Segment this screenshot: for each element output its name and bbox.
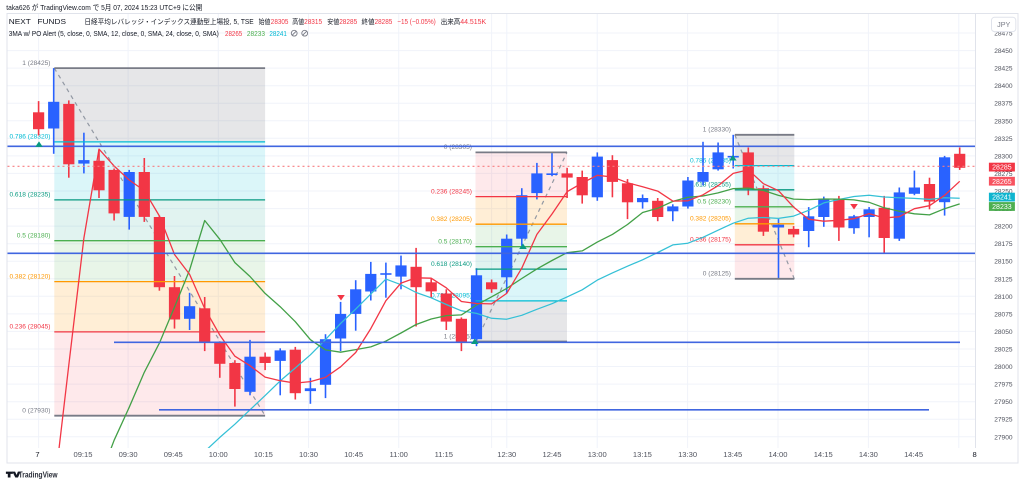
svg-text:28305: 28305 xyxy=(271,19,289,26)
svg-text:0.5 (28230): 0.5 (28230) xyxy=(697,199,731,206)
svg-text:NEXT: NEXT xyxy=(9,19,32,26)
svg-text:終値: 終値 xyxy=(362,17,375,26)
svg-text:28450: 28450 xyxy=(994,48,1013,55)
svg-text:28241: 28241 xyxy=(269,31,287,38)
svg-text:28050: 28050 xyxy=(994,329,1013,336)
svg-text:0.786 (28285): 0.786 (28285) xyxy=(690,157,731,164)
svg-text:28265: 28265 xyxy=(992,179,1012,186)
svg-text:28285: 28285 xyxy=(992,165,1012,172)
svg-text:1 (28330): 1 (28330) xyxy=(703,127,731,134)
svg-text:28075: 28075 xyxy=(994,311,1013,318)
svg-text:始値: 始値 xyxy=(259,17,271,26)
svg-text:12:30: 12:30 xyxy=(497,450,516,459)
svg-text:28285: 28285 xyxy=(375,19,393,26)
svg-text:JPY: JPY xyxy=(997,20,1010,29)
svg-text:09:30: 09:30 xyxy=(119,450,138,459)
svg-text:−15 (−0.05%): −15 (−0.05%) xyxy=(397,19,435,26)
svg-text:28150: 28150 xyxy=(994,259,1013,266)
svg-text:0.382 (28205): 0.382 (28205) xyxy=(431,216,472,223)
svg-text:1 (28425): 1 (28425) xyxy=(22,60,50,67)
svg-text:28175: 28175 xyxy=(994,241,1013,248)
svg-text:0.5 (28180): 0.5 (28180) xyxy=(17,233,51,240)
svg-text:14:00: 14:00 xyxy=(768,450,787,459)
svg-text:0.382 (28120): 0.382 (28120) xyxy=(9,273,50,280)
svg-text:28025: 28025 xyxy=(994,347,1013,354)
svg-text:28265: 28265 xyxy=(225,31,242,38)
svg-text:0.5 (28170): 0.5 (28170) xyxy=(438,239,472,246)
svg-text:0.382 (28205): 0.382 (28205) xyxy=(690,216,731,223)
svg-text:10:45: 10:45 xyxy=(344,450,363,459)
svg-text:0 (27930): 0 (27930) xyxy=(22,408,50,415)
svg-text:27900: 27900 xyxy=(994,434,1013,441)
svg-text:09:15: 09:15 xyxy=(73,450,92,459)
svg-text:taka626 が TradingView.com で 5月: taka626 が TradingView.com で 5月 07, 2024 … xyxy=(6,2,202,12)
svg-text:28285: 28285 xyxy=(339,19,357,26)
svg-text:0 (28125): 0 (28125) xyxy=(703,271,731,278)
svg-text:8: 8 xyxy=(972,450,976,459)
svg-text:13:00: 13:00 xyxy=(588,450,607,459)
svg-text:0.618 (28235): 0.618 (28235) xyxy=(9,192,50,199)
svg-text:13:15: 13:15 xyxy=(633,450,652,459)
svg-text:0.618 (28255): 0.618 (28255) xyxy=(690,182,731,189)
svg-text:0.786 (28320): 0.786 (28320) xyxy=(9,134,50,141)
svg-text:14:15: 14:15 xyxy=(814,450,833,459)
svg-text:13:45: 13:45 xyxy=(723,450,742,459)
svg-text:28425: 28425 xyxy=(994,66,1013,73)
svg-text:日経平均レバレッジ・インデックス連動型上場投, 5, TSE: 日経平均レバレッジ・インデックス連動型上場投, 5, TSE xyxy=(84,17,254,26)
svg-text:28315: 28315 xyxy=(304,19,322,26)
svg-text:3MA w/ PO Alert (5, close, 0,: 3MA w/ PO Alert (5, close, 0, SMA, 12, c… xyxy=(9,31,219,38)
svg-text:10:30: 10:30 xyxy=(299,450,318,459)
svg-text:10:00: 10:00 xyxy=(209,450,228,459)
svg-text:44.515K: 44.515K xyxy=(460,19,486,26)
svg-text:0 (28305): 0 (28305) xyxy=(444,144,472,151)
svg-text:11:15: 11:15 xyxy=(435,450,453,459)
svg-text:TradingView: TradingView xyxy=(19,471,59,480)
svg-text:28475: 28475 xyxy=(994,31,1013,38)
svg-text:14:30: 14:30 xyxy=(859,450,878,459)
svg-text:28275: 28275 xyxy=(994,171,1013,178)
svg-text:28250: 28250 xyxy=(994,189,1013,196)
svg-text:27925: 27925 xyxy=(994,417,1013,424)
svg-text:13:30: 13:30 xyxy=(678,450,697,459)
svg-text:安値: 安値 xyxy=(327,17,339,26)
svg-text:28233: 28233 xyxy=(992,204,1012,211)
svg-text:出来高: 出来高 xyxy=(441,17,461,26)
svg-text:28375: 28375 xyxy=(994,101,1013,108)
svg-text:27950: 27950 xyxy=(994,399,1013,406)
svg-text:10:15: 10:15 xyxy=(254,450,273,459)
svg-text:0.236 (28045): 0.236 (28045) xyxy=(9,324,50,331)
svg-text:28400: 28400 xyxy=(994,83,1013,90)
svg-text:0.618 (28140): 0.618 (28140) xyxy=(431,261,472,268)
svg-text:28325: 28325 xyxy=(994,136,1013,143)
svg-text:14:45: 14:45 xyxy=(904,450,923,459)
svg-text:FUNDS: FUNDS xyxy=(38,19,67,26)
svg-text:28233: 28233 xyxy=(247,31,265,38)
svg-text:28100: 28100 xyxy=(994,294,1013,301)
svg-text:28125: 28125 xyxy=(994,276,1013,283)
svg-text:7: 7 xyxy=(35,450,39,459)
svg-text:27975: 27975 xyxy=(994,382,1013,389)
svg-text:高値: 高値 xyxy=(292,17,304,26)
svg-text:09:45: 09:45 xyxy=(164,450,183,459)
svg-text:28350: 28350 xyxy=(994,118,1013,125)
svg-text:28241: 28241 xyxy=(992,195,1012,202)
svg-text:28000: 28000 xyxy=(994,364,1013,371)
svg-text:0.236 (28245): 0.236 (28245) xyxy=(431,188,472,195)
svg-text:11:00: 11:00 xyxy=(389,450,407,459)
svg-text:0.236 (28175): 0.236 (28175) xyxy=(690,237,731,244)
svg-text:12:45: 12:45 xyxy=(542,450,561,459)
svg-text:28300: 28300 xyxy=(994,153,1013,160)
svg-text:28200: 28200 xyxy=(994,224,1013,231)
